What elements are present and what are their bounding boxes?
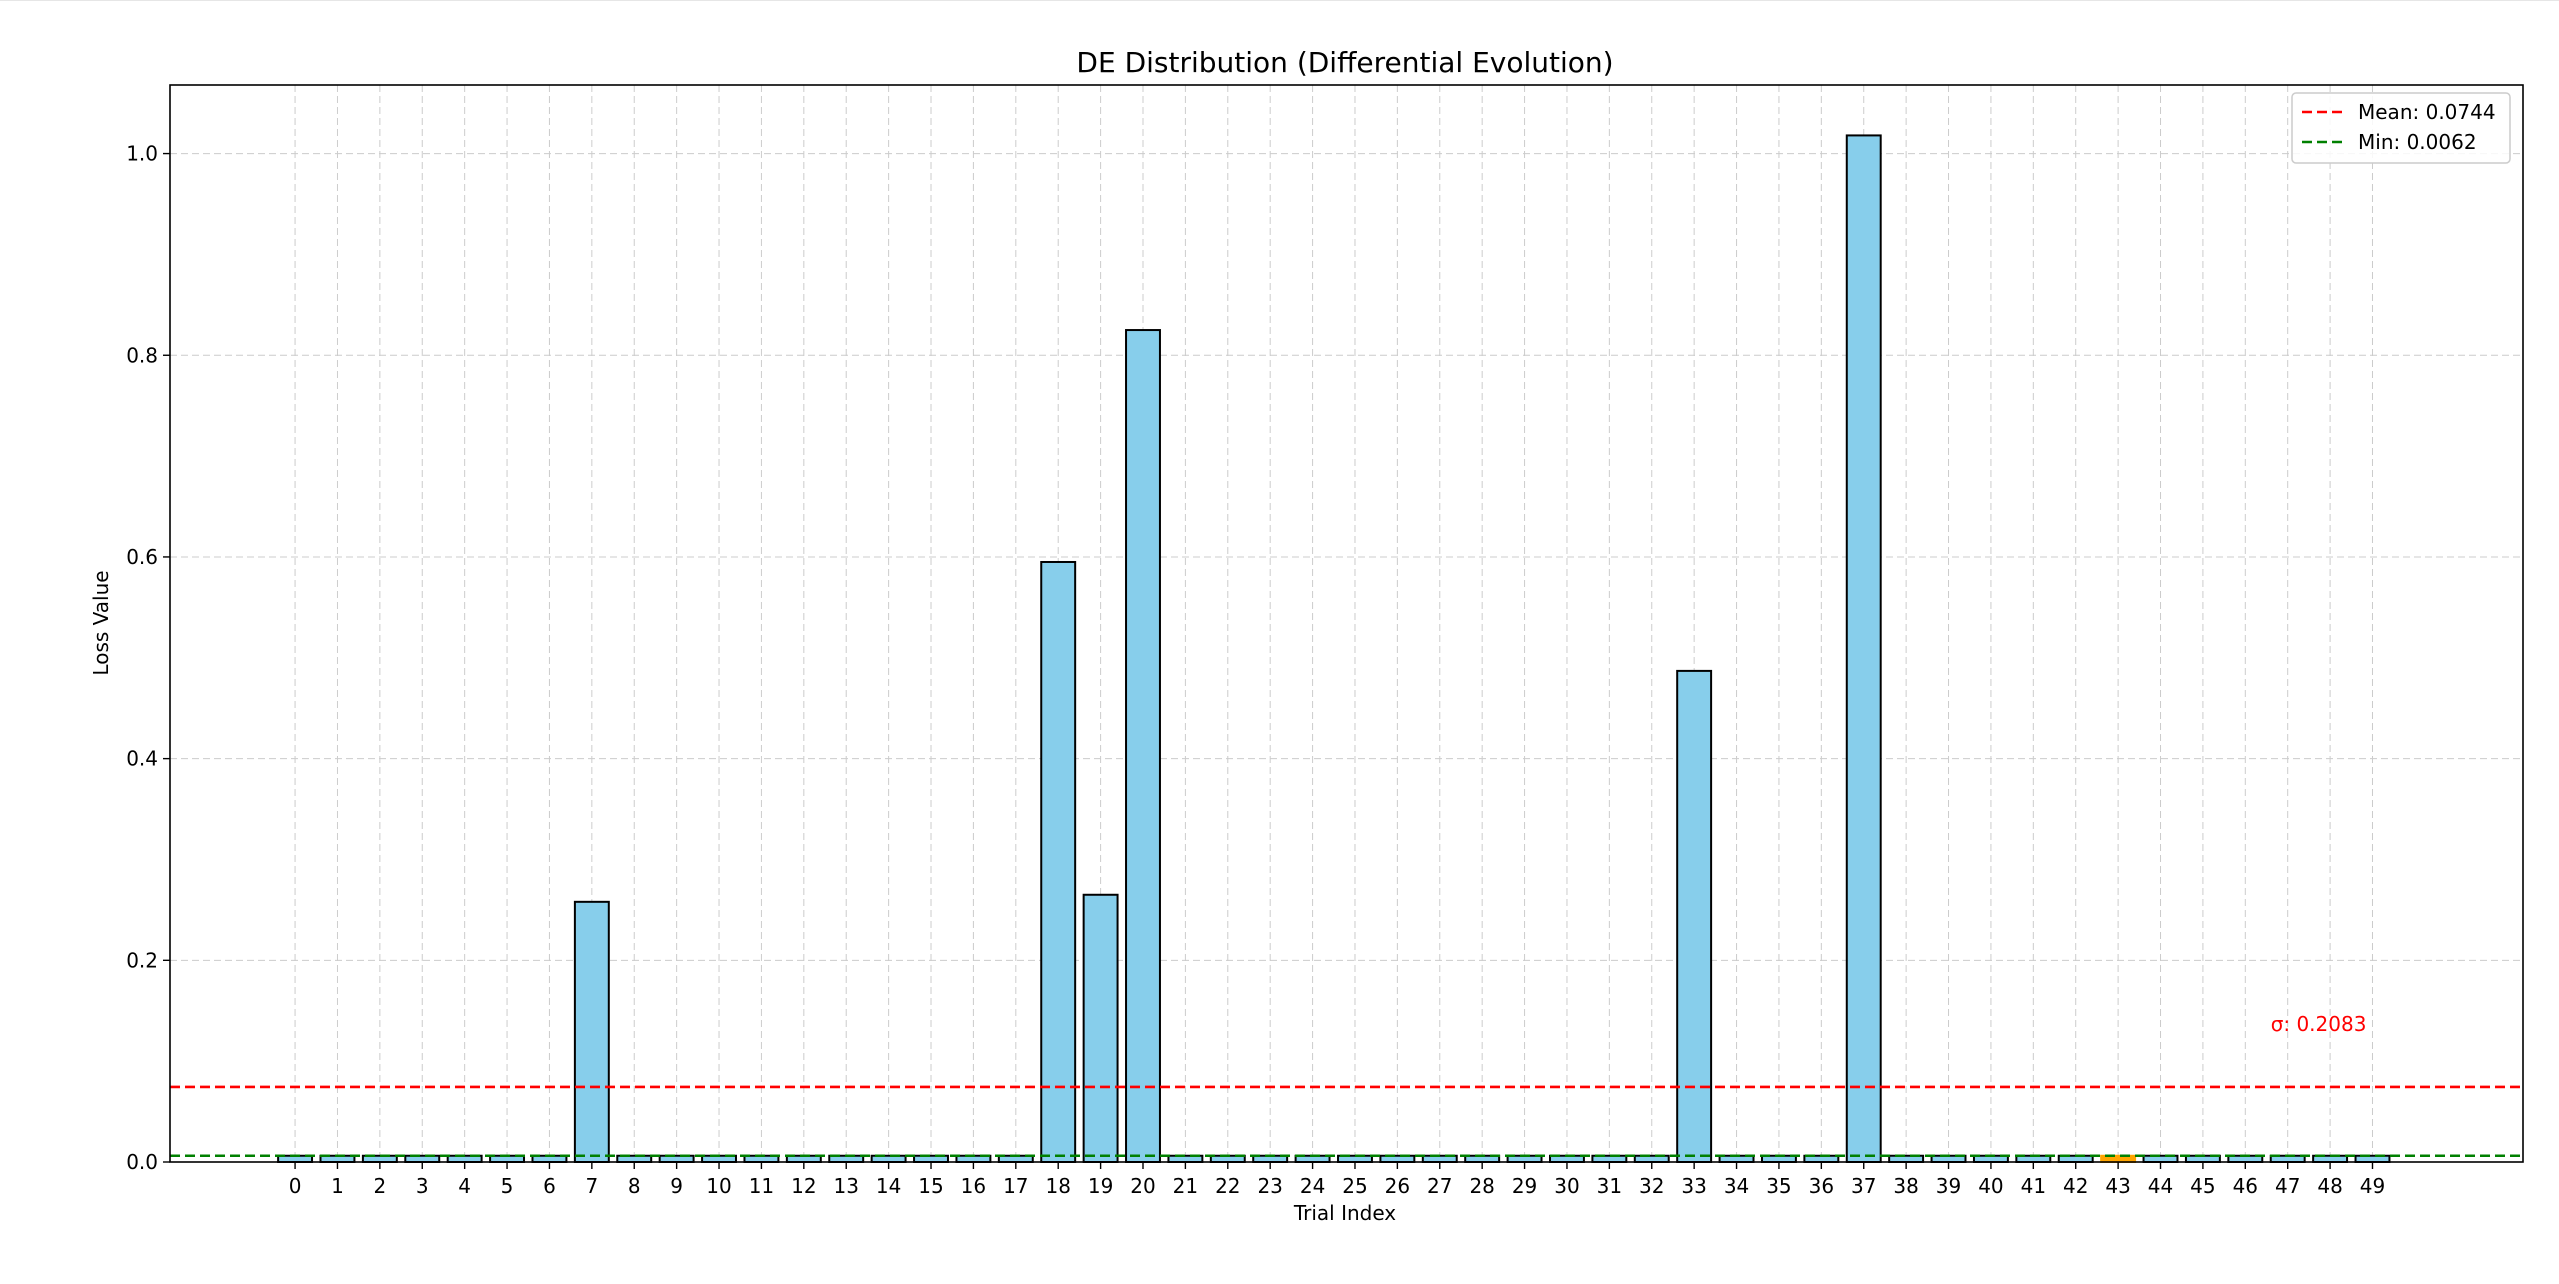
legend: Mean: 0.0744 Min: 0.0062	[2291, 92, 2511, 164]
x-tick-label: 3	[416, 1174, 429, 1198]
x-tick-label: 33	[1681, 1174, 1706, 1198]
x-tick-label: 7	[585, 1174, 598, 1198]
x-tick-label: 48	[2317, 1174, 2342, 1198]
x-tick-label: 40	[1978, 1174, 2003, 1198]
y-tick-label: 0.6	[126, 545, 158, 569]
x-tick-label: 19	[1088, 1174, 1113, 1198]
y-tick-label: 0.8	[126, 343, 158, 367]
x-tick-label: 17	[1003, 1174, 1028, 1198]
bar-trial-19	[1082, 893, 1119, 1163]
x-tick-label: 27	[1427, 1174, 1452, 1198]
reference-lines	[170, 1085, 2523, 1158]
grid-lines	[170, 85, 2523, 1163]
x-tick-label: 41	[2021, 1174, 2046, 1198]
x-tick-label: 5	[501, 1174, 514, 1198]
x-tick-label: 32	[1639, 1174, 1664, 1198]
chart-title: DE Distribution (Differential Evolution)	[1076, 46, 1613, 79]
x-tick-label: 21	[1173, 1174, 1198, 1198]
x-tick-label: 13	[833, 1174, 858, 1198]
x-tick-label: 34	[1724, 1174, 1749, 1198]
x-tick-label: 37	[1851, 1174, 1876, 1198]
x-tick-label: 1	[331, 1174, 344, 1198]
x-tick-label: 49	[2360, 1174, 2385, 1198]
y-tick-label: 0.4	[126, 747, 158, 771]
x-tick-label: 6	[543, 1174, 556, 1198]
legend-min-label: Min: 0.0062	[2358, 130, 2477, 154]
x-tick-label: 24	[1300, 1174, 1325, 1198]
bar-trial-37	[1845, 134, 1882, 1163]
x-tick-label: 35	[1766, 1174, 1791, 1198]
x-tick-label: 8	[628, 1174, 641, 1198]
x-tick-label: 11	[749, 1174, 774, 1198]
x-tick-label: 0	[289, 1174, 302, 1198]
x-tick-label: 16	[961, 1174, 986, 1198]
x-tick-label: 25	[1342, 1174, 1367, 1198]
x-tick-label: 46	[2233, 1174, 2258, 1198]
x-tick-label: 29	[1512, 1174, 1537, 1198]
x-tick-label: 39	[1936, 1174, 1961, 1198]
x-tick-label: 42	[2063, 1174, 2088, 1198]
x-tick-label: 20	[1130, 1174, 1155, 1198]
x-tick-label: 4	[458, 1174, 471, 1198]
x-tick-label: 31	[1597, 1174, 1622, 1198]
x-tick-label: 9	[670, 1174, 683, 1198]
x-tick-label: 12	[791, 1174, 816, 1198]
x-tick-label: 23	[1257, 1174, 1282, 1198]
bar-trial-18	[1040, 560, 1077, 1163]
bars	[277, 134, 2391, 1164]
y-axis-label: Loss Value	[89, 570, 113, 675]
y-tick-label: 1.0	[126, 142, 158, 166]
x-tick-label: 47	[2275, 1174, 2300, 1198]
x-tick-label: 10	[706, 1174, 731, 1198]
axes: 0 1 2 3 4 5 6 7 8 9 10 11 12 13 14 15 16 17 18 19 20 21 22 23 24…	[126, 84, 2524, 1198]
x-tick-label: 2	[373, 1174, 386, 1198]
x-tick-label: 28	[1469, 1174, 1494, 1198]
x-tick-label: 44	[2148, 1174, 2173, 1198]
legend-mean-label: Mean: 0.0744	[2358, 100, 2496, 124]
x-tick-label: 43	[2105, 1174, 2130, 1198]
x-tick-label: 15	[918, 1174, 943, 1198]
x-tick-label: 36	[1809, 1174, 1834, 1198]
x-tick-label: 30	[1554, 1174, 1579, 1198]
bar-trial-33	[1676, 669, 1713, 1163]
y-tick-label: 0.2	[126, 948, 158, 972]
legend-box	[2291, 92, 2511, 164]
bar-trial-7	[573, 900, 610, 1164]
plot-frame	[169, 84, 2524, 1163]
x-tick-label: 26	[1385, 1174, 1410, 1198]
y-tick-label: 0.0	[126, 1150, 158, 1174]
x-tick-label: 38	[1893, 1174, 1918, 1198]
x-tick-label: 18	[1045, 1174, 1070, 1198]
x-tick-label: 22	[1215, 1174, 1240, 1198]
x-tick-label: 14	[876, 1174, 901, 1198]
x-axis-label: Trial Index	[1293, 1201, 1396, 1225]
x-tick-label: 45	[2190, 1174, 2215, 1198]
std-dev-annotation: σ: 0.2083	[2271, 1012, 2367, 1036]
bar-trial-20	[1125, 329, 1161, 1164]
